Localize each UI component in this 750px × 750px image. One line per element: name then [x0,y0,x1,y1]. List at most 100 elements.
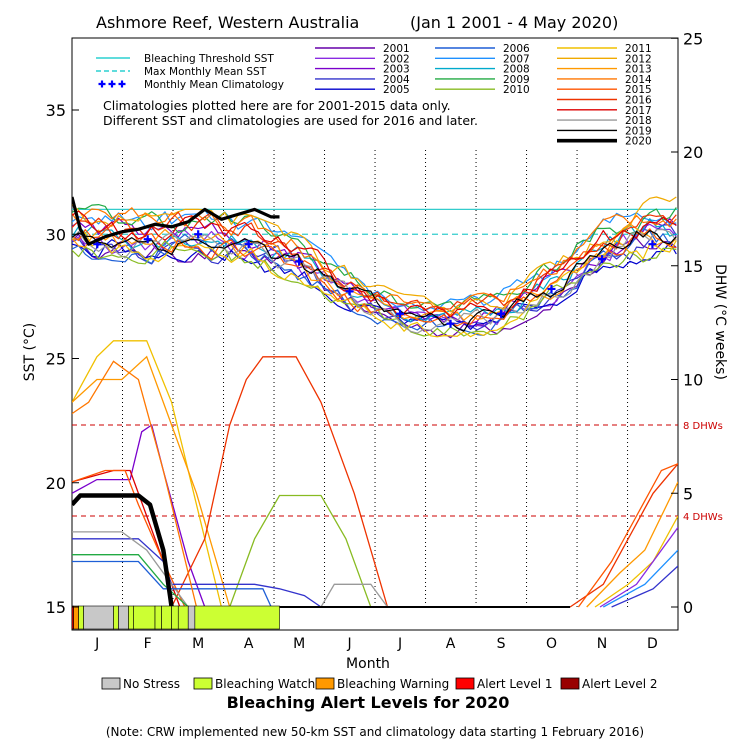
historical-dhw-series [72,340,678,608]
sst-line-2020 [72,196,280,246]
legend-label-2018: 2018 [625,115,652,127]
dhw-line-historical [72,538,322,608]
y-right-tick-label: 5 [683,484,693,503]
legend-label-2014: 2014 [625,74,652,86]
climatology-marker [295,257,304,266]
dhw-line-historical [72,560,272,608]
alert-segment [171,605,179,630]
climatology-marker [244,240,253,249]
alert-legend-title: Bleaching Alert Levels for 2020 [227,693,510,712]
chart-title: Ashmore Reef, Western Australia [96,13,359,32]
alert-swatch [455,677,475,690]
y-left-tick-label: 25 [46,350,66,369]
month-tick-label: M [192,636,204,652]
legend-label-2003: 2003 [383,64,410,76]
note-line-1: Climatologies plotted here are for 2001-… [103,98,451,113]
alert-legend-label: Alert Level 2 [582,677,658,691]
y-right-tick-label: 10 [683,371,703,390]
y-left-tick-label: 15 [46,598,66,617]
climatology-marker [497,309,506,318]
legend-label-2015: 2015 [625,84,652,96]
alert-swatch [315,677,335,690]
legend-label: Bleaching Threshold SST [144,53,274,65]
dhw-line-historical [611,565,678,608]
dhw-threshold-label: 4 DHWs [683,512,723,523]
alert-segment [177,605,189,630]
legend-label-2001: 2001 [383,43,410,55]
alert-segment [133,605,156,630]
alert-segment [128,605,134,630]
alert-legend-label: Alert Level 1 [477,677,553,691]
climatology-marker [547,284,556,293]
month-tick-label: M [293,636,305,652]
legend-label-2020: 2020 [625,136,652,148]
dhw-line-2020 [72,493,174,608]
month-tick-label: J [397,636,402,652]
climatology-marker [194,230,203,239]
month-tick-label: J [94,636,99,652]
sst-line-2005 [72,239,677,330]
dhw-line-historical [577,463,678,608]
legend-swatch-climatology [118,80,126,88]
alert-legend-label: Bleaching Warning [337,677,449,691]
month-tick-label: S [497,636,506,652]
climatology-marker [345,287,354,296]
dhw-line-historical [602,549,678,608]
alert-level-legend: No Stress Bleaching Watch Bleaching Warnin… [101,677,658,691]
alert-bar [71,605,280,630]
dhw-line-historical [72,554,189,608]
legend-swatch-climatology [108,80,116,88]
dhw-line-historical [72,360,198,608]
monthly-mean-climatology [93,230,657,328]
dhw-line-historical [599,527,678,608]
chart-date-range: (Jan 1 2001 - 4 May 2020) [410,13,618,32]
plot-area [71,37,679,631]
month-tick-label: J [347,636,352,652]
climatology-marker [143,235,152,244]
y-right-tick-label: 25 [683,29,703,48]
x-axis-label: Month [346,656,390,672]
y-left-tick-label: 20 [46,474,66,493]
legend-label-2013: 2013 [625,64,652,76]
alert-swatch [101,677,121,690]
y-left-tick-label: 30 [46,225,66,244]
legend-label-2008: 2008 [503,64,530,76]
y-right-tick-label: 20 [683,143,703,162]
month-tick-label: O [546,636,557,652]
alert-swatch [560,677,580,690]
dhw-line-historical [72,531,389,608]
sst-line-2019 [72,230,677,332]
month-tick-label: F [144,636,152,652]
climatology-marker [648,240,657,249]
sst-line-2011 [72,232,677,338]
climatology-marker [396,309,405,318]
climatology-marker [446,319,455,328]
legend-label: Max Monthly Mean SST [144,66,267,78]
alert-segment [161,605,172,630]
legend-label-2012: 2012 [625,53,652,65]
alert-segment [113,605,119,630]
month-tick-label: A [446,636,456,652]
footnote: (Note: CRW implemented new 50-km SST and… [106,725,644,739]
month-tick-label: N [597,636,607,652]
alert-segment [154,605,162,630]
alert-segment [118,605,129,630]
legend-label: Monthly Mean Climatology [144,79,284,91]
legend-label-2005: 2005 [383,84,410,96]
alert-segment [73,605,79,630]
alert-segment [187,605,196,630]
dhw-line-historical [229,494,372,608]
legend-swatch-climatology [98,80,106,88]
sst-line-2018 [72,229,677,334]
historical-sst-series [72,196,677,339]
alert-legend-label: No Stress [123,677,180,691]
series-2020 [72,196,280,608]
legend-label-2016: 2016 [625,95,652,107]
dhw-line-historical [569,463,678,608]
sst-line-2001 [72,233,677,339]
dhw-threshold-label: 8 DHWs [683,421,723,432]
dhw-line-historical [171,356,389,608]
legend-label-2019: 2019 [625,125,652,137]
alert-swatch [193,677,213,690]
